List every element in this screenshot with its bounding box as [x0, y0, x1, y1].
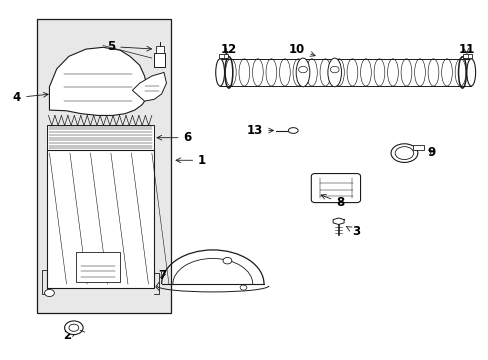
Text: 10: 10	[288, 42, 314, 56]
Text: 5: 5	[107, 40, 151, 53]
Text: 9: 9	[427, 145, 435, 158]
Circle shape	[298, 66, 307, 73]
Bar	[156, 46, 163, 53]
Circle shape	[240, 285, 246, 290]
Circle shape	[64, 321, 83, 334]
Ellipse shape	[327, 58, 341, 87]
Ellipse shape	[215, 59, 224, 86]
Text: 2: 2	[63, 329, 77, 342]
Bar	[47, 126, 154, 149]
Text: 6: 6	[157, 131, 191, 144]
Text: 13: 13	[246, 124, 273, 137]
Ellipse shape	[466, 59, 475, 86]
PathPatch shape	[132, 72, 166, 101]
Bar	[154, 53, 164, 67]
Bar	[47, 149, 154, 288]
Text: 1: 1	[176, 154, 206, 167]
Bar	[412, 145, 423, 150]
Circle shape	[44, 289, 54, 297]
Bar	[463, 54, 471, 58]
Text: 11: 11	[457, 42, 473, 55]
PathPatch shape	[49, 47, 147, 116]
Ellipse shape	[390, 144, 417, 162]
Text: 3: 3	[346, 225, 359, 238]
Bar	[76, 252, 120, 282]
FancyBboxPatch shape	[311, 174, 360, 203]
Circle shape	[330, 66, 338, 73]
Circle shape	[69, 324, 79, 331]
Text: 12: 12	[220, 42, 237, 55]
Text: 8: 8	[321, 194, 344, 209]
Text: 7: 7	[158, 269, 166, 282]
Bar	[219, 54, 227, 58]
Bar	[37, 19, 171, 313]
Ellipse shape	[288, 128, 298, 134]
Text: 4: 4	[13, 91, 48, 104]
Ellipse shape	[394, 147, 413, 159]
Circle shape	[223, 257, 231, 264]
Ellipse shape	[296, 58, 309, 87]
